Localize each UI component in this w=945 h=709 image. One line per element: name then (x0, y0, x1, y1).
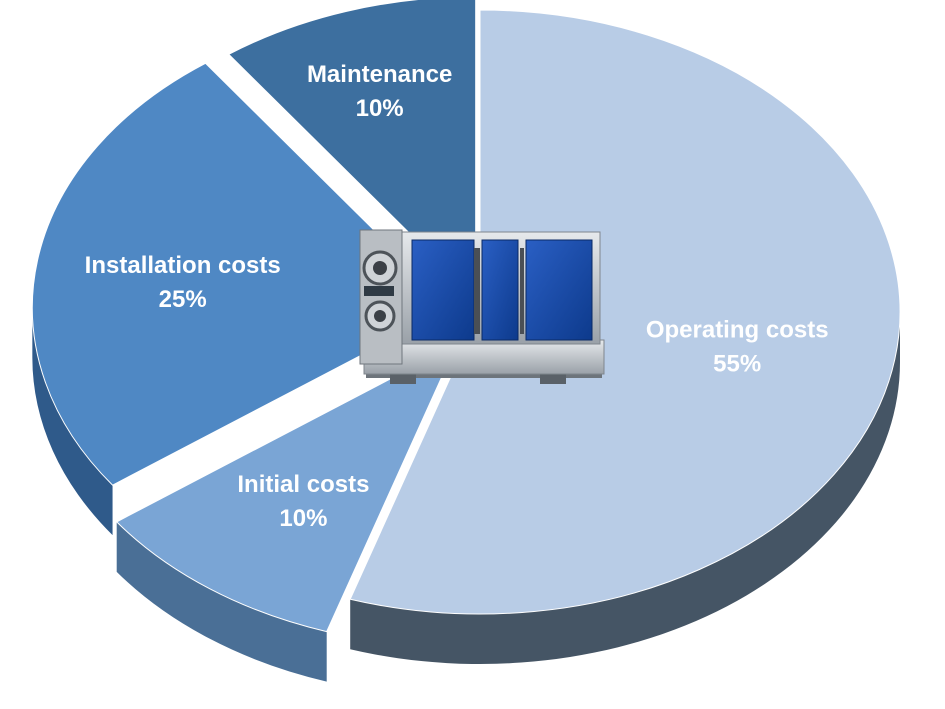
slice-side-installation-costs (32, 307, 113, 536)
pie-slices (31, 0, 901, 633)
pump-unit-image (359, 229, 605, 384)
slice-side-initial-costs (116, 521, 327, 682)
slice-labels: Operating costs 55% Initial costs 10% Instal… (85, 61, 829, 532)
slice-initial-costs (115, 343, 458, 633)
slice-maintenance (227, 0, 477, 300)
slice-value-initial-costs: 10% (279, 505, 327, 532)
slice-value-operating-costs: 55% (713, 350, 761, 377)
slice-side-operating-costs (350, 312, 900, 664)
slice-value-maintenance: 10% (356, 95, 404, 122)
slice-label-initial-costs: Initial costs (237, 471, 369, 498)
pie-3d-sides (32, 307, 900, 682)
slice-label-installation-costs: Installation costs (85, 252, 281, 279)
slice-label-maintenance: Maintenance (307, 61, 452, 88)
slice-installation-costs (31, 62, 454, 486)
slice-label-operating-costs: Operating costs (646, 316, 829, 343)
slice-value-installation-costs: 25% (159, 286, 207, 313)
slice-operating-costs (349, 9, 901, 615)
